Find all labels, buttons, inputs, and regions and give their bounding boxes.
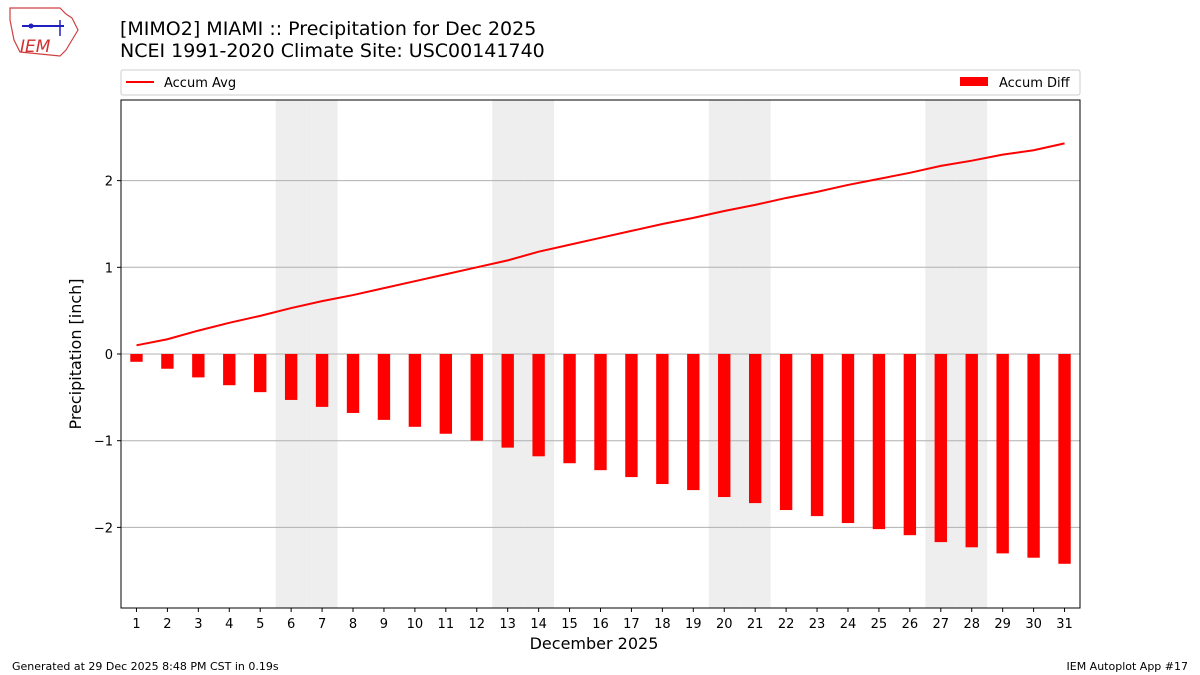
x-tick-label: 20 (716, 617, 733, 632)
x-tick-label: 5 (256, 617, 264, 632)
x-tick-label: 3 (194, 617, 202, 632)
accum-diff-bar (748, 354, 762, 504)
x-tick-label: 1 (132, 617, 140, 632)
accum-diff-bar (656, 354, 669, 485)
x-tick-label: 25 (871, 617, 888, 632)
accum-diff-bar (192, 354, 205, 378)
x-tick-label: 15 (561, 617, 578, 632)
x-tick-label: 29 (994, 617, 1011, 632)
accum-diff-bar (439, 354, 453, 434)
chart-title: [MIMO2] MIAMI :: Precipitation for Dec 2… (120, 18, 536, 40)
x-tick-label: 7 (318, 617, 326, 632)
accum-diff-bar (470, 354, 483, 441)
svg-text:IEM: IEM (20, 37, 51, 57)
x-tick-label: 23 (809, 617, 826, 632)
x-tick-label: 28 (963, 617, 980, 632)
accum-diff-bar (625, 354, 638, 478)
x-tick-label: 6 (287, 617, 295, 632)
x-tick-label: 22 (778, 617, 795, 632)
legend-accum-avg: Accum Avg (164, 76, 236, 91)
y-tick-label: −2 (94, 521, 113, 536)
legend-bar-swatch (960, 77, 988, 86)
accum-diff-bar (841, 354, 855, 524)
x-axis: 1 2 3 4 5 6 7 8 9 10 11 12 13 14 15 16 17 18 19 20 21 22 23 24 2… (132, 608, 1073, 632)
x-tick-label: 16 (592, 617, 609, 632)
accum-diff-bar (594, 354, 607, 471)
bars (130, 354, 1071, 564)
x-tick-label: 12 (468, 617, 485, 632)
x-tick-label: 21 (747, 617, 764, 632)
accum-diff-bar (130, 354, 143, 362)
accum-diff-bar (377, 354, 391, 420)
accum-diff-bar (718, 354, 731, 498)
y-tick-label: 0 (105, 348, 113, 363)
accum-diff-bar (161, 354, 174, 369)
x-tick-label: 11 (438, 617, 455, 632)
accum-diff-bar (223, 354, 236, 386)
y-axis-label: Precipitation [inch] (66, 278, 85, 429)
y-tick-label: 2 (105, 175, 113, 190)
accum-diff-bar (1027, 354, 1040, 558)
accum-diff-bar (687, 354, 700, 491)
x-tick-label: 30 (1025, 617, 1042, 632)
accum-avg-line (136, 142, 1065, 347)
accum-diff-bar (254, 354, 267, 393)
footer-app: IEM Autoplot App #17 (1067, 660, 1189, 673)
x-tick-label: 14 (530, 617, 547, 632)
accum-diff-bar (315, 354, 329, 407)
x-tick-label: 24 (840, 617, 857, 632)
x-tick-label: 9 (380, 617, 388, 632)
y-tick-label: −1 (94, 435, 113, 450)
y-tick-label: 1 (105, 261, 113, 276)
accum-diff-bar (284, 354, 298, 400)
y-axis: −2 −1 0 1 2 (94, 175, 121, 536)
accum-diff-bar (408, 354, 422, 427)
x-tick-label: 4 (225, 617, 233, 632)
x-tick-label: 27 (933, 617, 950, 632)
x-tick-label: 8 (349, 617, 357, 632)
x-tick-label: 26 (902, 617, 919, 632)
accum-diff-bar (934, 354, 947, 543)
accum-diff-bar (779, 354, 793, 511)
accum-diff-bar (872, 354, 886, 530)
accum-diff-bar (563, 354, 576, 464)
accum-diff-bar (810, 354, 824, 517)
accum-diff-bar (996, 354, 1009, 554)
accum-diff-bar (346, 354, 360, 413)
x-tick-label: 18 (654, 617, 671, 632)
accum-diff-bar (1058, 354, 1071, 564)
x-tick-label: 10 (407, 617, 424, 632)
x-tick-label: 19 (685, 617, 702, 632)
footer-generated: Generated at 29 Dec 2025 8:48 PM CST in … (12, 660, 279, 673)
x-tick-label: 2 (163, 617, 171, 632)
accum-diff-bar (965, 354, 978, 548)
accum-diff-bar (501, 354, 514, 448)
iem-logo: IEM (9, 7, 79, 57)
legend: Accum Avg Accum Diff (120, 69, 1081, 96)
chart-subtitle: NCEI 1991-2020 Climate Site: USC00141740 (120, 40, 545, 62)
x-tick-label: 17 (623, 617, 640, 632)
accum-diff-bar (532, 354, 545, 457)
x-tick-label: 13 (499, 617, 516, 632)
x-axis-label: December 2025 (530, 634, 659, 653)
legend-accum-diff: Accum Diff (999, 76, 1071, 91)
x-tick-label: 31 (1056, 617, 1073, 632)
accum-diff-bar (903, 354, 917, 536)
